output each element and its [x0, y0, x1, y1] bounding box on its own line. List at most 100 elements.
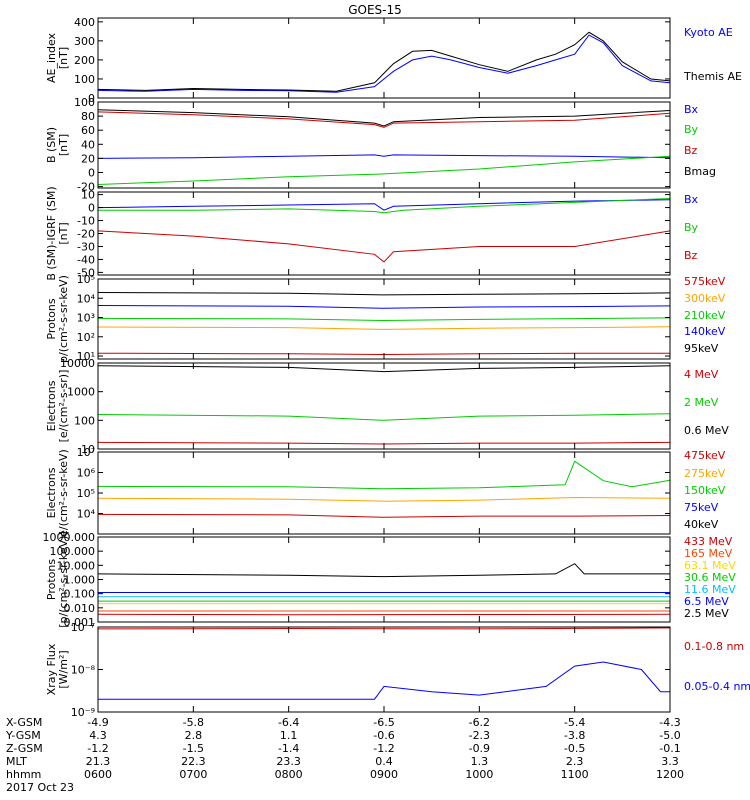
series-line [98, 661, 670, 700]
panel-electrons_low: 475keV 275keV 150keV 75keV 40keV 10⁴ 10⁵ 10⁶ 10⁷… [45, 446, 726, 537]
legend-entry: 433 MeV [684, 535, 733, 548]
panel-frame [97, 17, 671, 99]
legend-entry: Bmag [684, 165, 716, 178]
panel-ae: Kyoto AE Themis AE 0 100 200 300 400 AE_index [n… [45, 16, 742, 105]
legend-entry: Bz [684, 144, 698, 157]
series-line [97, 513, 671, 518]
row-value: -6.5 [373, 716, 394, 729]
legend-entry: 75keV [684, 501, 719, 514]
y-tick-label: 400 [74, 16, 95, 29]
row-value: 4.3 [89, 729, 107, 742]
row-value: 1100 [561, 768, 589, 781]
legend-entry: 140keV [684, 325, 726, 338]
ephemeris-table: X-GSM -4.9 -5.8 -6.4 -6.5 -6.2 -5.4 -4.3 Y-GSM 4.… [5, 716, 684, 794]
y-axis-unit: [nT] [57, 47, 70, 69]
panel-frame [97, 451, 671, 535]
y-tick-label: 0 [88, 202, 95, 215]
y-axis-unit: e/(cm²-s-sr-keV) [57, 449, 70, 537]
legend-entry: 30.6 MeV [684, 571, 736, 584]
legend-entry: 275keV [684, 467, 726, 480]
legend-entry: Themis AE [683, 70, 742, 83]
y-tick-label: 10⁵ [77, 487, 95, 500]
row-value: 21.3 [86, 755, 111, 768]
legend-entry: Bx [684, 103, 699, 116]
row-value: 0800 [275, 768, 303, 781]
row-value: 0700 [179, 768, 207, 781]
y-tick-label: -10 [77, 215, 95, 228]
series-line [97, 441, 671, 445]
row-value: -5.8 [183, 716, 204, 729]
y-axis-unit: [W/m²] [57, 650, 70, 688]
legend-entry: Bz [684, 249, 698, 262]
y-tick-label: -20 [77, 181, 95, 194]
y-tick-label: 1.000 [64, 574, 96, 587]
row-value: -1.2 [87, 742, 108, 755]
series-line [97, 31, 671, 92]
series-line [97, 326, 671, 330]
legend-entry: 4 MeV [684, 368, 719, 381]
series-line [97, 230, 671, 263]
legend-entry: Bx [684, 193, 699, 206]
y-axis-label: AE_index [45, 32, 58, 83]
y-axis-unit: [p/(cm²-s-sr-keV)] [57, 531, 70, 628]
series-line [97, 199, 671, 211]
row-value: -1.5 [183, 742, 204, 755]
y-tick-label: 40 [81, 138, 95, 151]
row-label: Y-GSM [5, 729, 41, 742]
row-value: -4.9 [87, 716, 108, 729]
y-axis-label: B (SM) [45, 127, 58, 163]
y-tick-label: 0 [88, 92, 95, 105]
panel-protons_low: 575keV 300keV 210keV 140keV 95keV 10¹ 10² 10³ 10… [45, 273, 726, 363]
legend-entry: 6.5 MeV [684, 595, 729, 608]
y-tick-label: 10³ [77, 312, 95, 325]
y-tick-label: 10¹ [77, 350, 95, 363]
series-line [97, 154, 671, 159]
y-tick-label: 10⁻⁷ [71, 621, 95, 634]
y-tick-label: 20 [81, 152, 95, 165]
row-value: -1.4 [278, 742, 299, 755]
y-tick-label: 200 [74, 54, 95, 67]
legend-entry: 2 MeV [684, 396, 719, 409]
row-value: -0.9 [469, 742, 490, 755]
legend-entry: Kyoto AE [684, 26, 733, 39]
y-tick-label: 10⁷ [77, 446, 95, 459]
y-tick-label: 0.100 [64, 588, 96, 601]
y-tick-label: 0.010 [64, 602, 96, 615]
row-value: 3.3 [661, 755, 679, 768]
y-axis-label: Protons [45, 559, 58, 600]
row-value: 1000 [465, 768, 493, 781]
y-axis-unit: [nT] [57, 134, 70, 156]
legend-entry: 300keV [684, 292, 726, 305]
series-line [97, 413, 671, 421]
series-line [97, 111, 671, 128]
series-line [97, 563, 670, 578]
legend-entry: 0.6 MeV [684, 424, 729, 437]
row-value: 22.3 [181, 755, 206, 768]
legend-entry: 475keV [684, 449, 726, 462]
row-value: -5.0 [659, 729, 680, 742]
y-tick-label: 10.000 [57, 559, 96, 572]
panel-xray: 0.1-0.8 nm 0.05-0.4 nm 10⁻⁹ 10⁻⁸ 10⁻⁷ Xray Fl… [45, 621, 750, 719]
y-tick-label: 100 [74, 414, 95, 427]
panel-frame [97, 536, 671, 623]
row-value: -6.2 [469, 716, 490, 729]
y-axis-label: B (SM)-IGRF (SM) [45, 186, 58, 280]
y-axis-unit: p/(cm²-s-sr-keV) [57, 275, 70, 363]
y-tick-label: 1000 [67, 386, 95, 399]
legend-entry: 2.5 MeV [684, 607, 729, 620]
row-value: -0.1 [659, 742, 680, 755]
y-tick-label: 60 [81, 124, 95, 137]
row-value: 2.3 [566, 755, 584, 768]
series-line [97, 365, 671, 373]
row-value: -4.3 [659, 716, 680, 729]
y-tick-label: 10⁶ [77, 467, 96, 480]
legend-entry: 0.05-0.4 nm [684, 680, 750, 693]
y-tick-label: 300 [74, 35, 95, 48]
y-tick-label: 10⁻⁹ [71, 706, 95, 719]
legend-entry: 40keV [684, 518, 719, 531]
row-label: hhmm [6, 768, 41, 781]
row-value: -3.8 [564, 729, 585, 742]
